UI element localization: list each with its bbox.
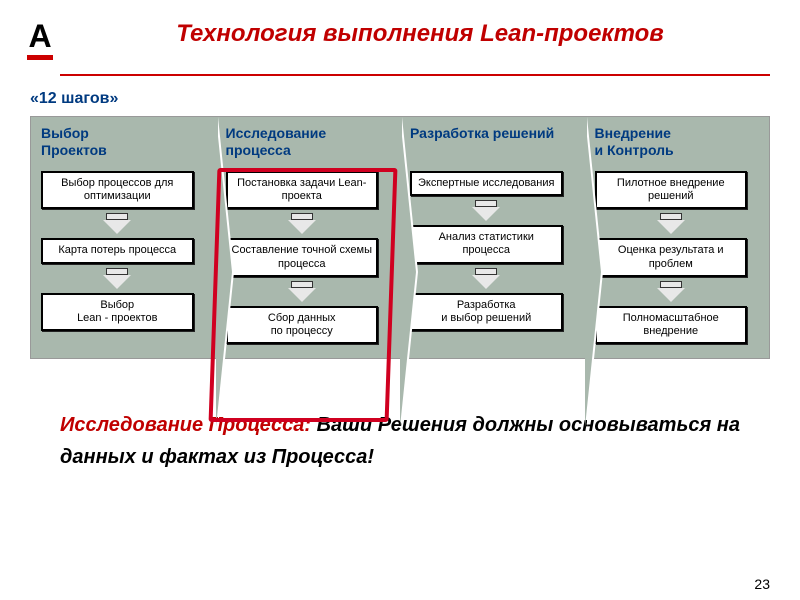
- arrow-down-icon: [410, 264, 563, 293]
- conclusion-label: Исследование Процесса:: [60, 414, 311, 436]
- arrow-down-icon: [410, 196, 563, 225]
- title-rule: [60, 74, 770, 76]
- step-box: ВыборLean - проектов: [41, 293, 194, 331]
- stage: Разработка решений Экспертные исследовани…: [400, 117, 585, 358]
- page-number: 23: [754, 576, 770, 592]
- arrow-down-icon: [226, 277, 379, 306]
- arrow-down-icon: [41, 264, 194, 293]
- arrow-down-icon: [595, 277, 748, 306]
- step-box: Полномасштабное внедрение: [595, 306, 748, 344]
- diagram: ВыборПроектов Выбор процессов для оптимиз…: [30, 116, 770, 359]
- page-title: Технология выполнения Lean-проектов: [60, 20, 780, 48]
- step-box: Карта потерь процесса: [41, 238, 194, 263]
- stage: Внедрениеи Контроль Пилотное внедрение ре…: [585, 117, 770, 358]
- step-box: Постановка задачи Lean-проекта: [226, 171, 379, 209]
- stage-title: Исследование процесса: [226, 125, 379, 161]
- step-box: Анализ статистики процесса: [410, 225, 563, 263]
- logo-bar: [27, 55, 53, 60]
- stage: ВыборПроектов Выбор процессов для оптимиз…: [31, 117, 216, 358]
- stage-title: Внедрениеи Контроль: [595, 125, 748, 161]
- step-box: Пилотное внедрение решений: [595, 171, 748, 209]
- subtitle: «12 шагов»: [30, 90, 800, 108]
- logo-letter: A: [28, 20, 51, 52]
- arrow-down-icon: [595, 209, 748, 238]
- logo: A: [20, 20, 60, 60]
- stage-title: Разработка решений: [410, 125, 563, 161]
- arrow-down-icon: [41, 209, 194, 238]
- step-box: Сбор данныхпо процессу: [226, 306, 379, 344]
- step-box: Оценка результата и проблем: [595, 238, 748, 276]
- arrow-down-icon: [226, 209, 379, 238]
- step-box: Выбор процессов для оптимизации: [41, 171, 194, 209]
- step-box: Экспертные исследования: [410, 171, 563, 196]
- stage-title: ВыборПроектов: [41, 125, 194, 161]
- step-box: Составление точной схемы процесса: [226, 238, 379, 276]
- stage: Исследование процесса Постановка задачи L…: [216, 117, 401, 358]
- step-box: Разработкаи выбор решений: [410, 293, 563, 331]
